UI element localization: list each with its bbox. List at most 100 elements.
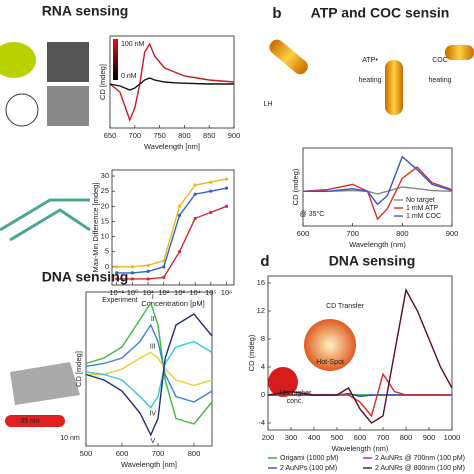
- hot-spot: [304, 319, 356, 371]
- data-point: [162, 265, 166, 269]
- annotation: Experiment: [102, 297, 137, 304]
- y-axis-label: CD [mdeg]: [98, 64, 107, 100]
- x-axis-label: Wavelength (nm): [349, 240, 406, 249]
- x-tick-label: 700: [152, 449, 165, 458]
- annotation: heating: [429, 77, 452, 84]
- x-tick-label: 10²: [158, 288, 169, 297]
- panel-title: DNA sensing: [42, 269, 129, 285]
- x-axis-label: Wavelength (nm): [332, 444, 389, 453]
- annotation: 35 nm: [20, 418, 40, 425]
- data-point: [146, 277, 150, 281]
- x-tick-label: 200: [262, 433, 275, 442]
- x-tick-label: 10⁻¹: [109, 288, 124, 297]
- zoom-circle: [5, 93, 39, 127]
- plot-frame: [302, 147, 453, 227]
- annotation: 10x higher: [279, 390, 312, 397]
- panel-title: DNA sensing: [329, 253, 416, 269]
- origami-shape: [0, 42, 36, 78]
- x-axis-label: Wavelength [nm]: [144, 142, 200, 151]
- gold-rod: [5, 415, 65, 427]
- data-point: [115, 265, 119, 269]
- y-tick-label: 15: [101, 216, 109, 225]
- data-point: [209, 189, 213, 193]
- series-line: [116, 205, 227, 280]
- gold-rod: [445, 45, 474, 60]
- series-label: IV: [149, 410, 156, 417]
- x-tick-label: 400: [308, 433, 321, 442]
- data-point: [224, 204, 229, 208]
- x-tick-label: 700: [346, 229, 359, 238]
- x-axis-label: Concentration [pM]: [141, 299, 204, 308]
- x-tick-label: 600: [297, 229, 310, 238]
- panel-label: b: [272, 5, 281, 22]
- y-tick-label: 4: [261, 362, 265, 371]
- y-tick-label: 16: [257, 278, 265, 287]
- x-tick-label: 700: [377, 433, 390, 442]
- colorbar-label: 0 nM: [121, 73, 137, 80]
- tem-image: [47, 42, 89, 82]
- panel-title: ATP and COC sensin: [311, 5, 450, 21]
- annotation: heating: [359, 77, 382, 84]
- series-line: [303, 186, 453, 195]
- x-tick-label: 900: [423, 433, 436, 442]
- colorbar: [113, 39, 118, 80]
- annotation: 10 nm: [60, 435, 80, 442]
- plot-frame: [267, 275, 453, 431]
- nanoparticle: [268, 367, 298, 397]
- series-line: [86, 351, 213, 387]
- x-tick-label: 650: [104, 131, 117, 140]
- data-point: [146, 263, 150, 267]
- tem-image: [47, 86, 89, 126]
- data-point: [177, 204, 182, 208]
- panel-title: RNA sensing: [42, 3, 129, 19]
- x-tick-label: 10⁶: [221, 288, 232, 297]
- data-point: [177, 250, 182, 254]
- series-line: [109, 42, 235, 122]
- plot-frame: [111, 169, 235, 286]
- legend-label: 2 AuNRs @ 700nm (100 pM): [375, 455, 465, 462]
- y-tick-label: 10: [101, 232, 109, 241]
- x-tick-label: 800: [400, 433, 413, 442]
- data-point: [193, 192, 197, 196]
- y-tick-label: 5: [105, 247, 109, 256]
- x-tick-label: 850: [203, 131, 216, 140]
- series-line: [116, 187, 227, 274]
- data-point: [130, 265, 135, 269]
- y-axis-label: CD (mdeg): [291, 168, 300, 205]
- x-tick-label: 500: [80, 449, 93, 458]
- annotation: CD Transfer: [326, 303, 364, 310]
- data-point: [115, 277, 119, 281]
- annotation: Hot-Spot: [316, 359, 344, 366]
- data-point: [193, 183, 197, 187]
- series-label: I: [152, 294, 154, 301]
- y-axis-label: CD [mdeg]: [74, 351, 83, 387]
- x-tick-label: 900: [446, 229, 459, 238]
- x-tick-label: 900: [228, 131, 241, 140]
- legend-label: No target: [406, 197, 435, 204]
- legend-label: 2 AuNRs @ 800nm (100 pM): [375, 465, 465, 472]
- annotation: ATP•: [362, 57, 378, 64]
- x-tick-label: 800: [178, 131, 191, 140]
- series-line: [85, 301, 213, 425]
- series-line: [109, 77, 234, 91]
- x-tick-label: 500: [331, 433, 344, 442]
- series-line: [85, 340, 213, 409]
- x-tick-label: 10¹: [143, 288, 154, 297]
- annotation: LH: [264, 101, 273, 108]
- data-point: [162, 275, 166, 280]
- data-point: [130, 277, 135, 281]
- data-point: [224, 186, 229, 190]
- legend-label: 1 mM ATP: [406, 205, 438, 212]
- annotation: @ 35°C: [300, 210, 325, 218]
- y-tick-label: 30: [101, 171, 109, 180]
- colorbar-label: 100 nM: [121, 41, 145, 48]
- y-axis-label: Max-Min Difference [mdeg]: [91, 183, 100, 273]
- y-tick-label: 0: [105, 262, 109, 271]
- series-label: III: [150, 343, 156, 350]
- data-point: [177, 213, 182, 217]
- annotation: COC: [432, 57, 448, 64]
- data-point: [224, 177, 229, 181]
- data-point: [130, 271, 135, 275]
- x-tick-label: 600: [116, 449, 129, 458]
